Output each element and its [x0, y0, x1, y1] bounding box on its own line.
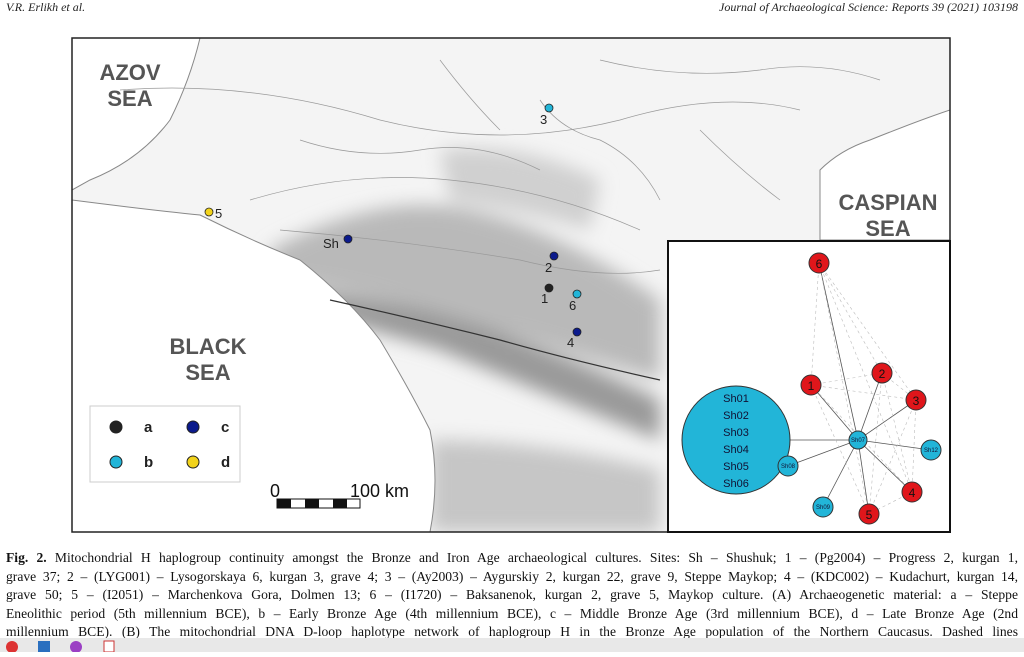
haplotype-node: [920, 439, 942, 461]
dashed-edge: [868, 399, 917, 515]
haplotype-label: Sh09: [816, 505, 831, 511]
legend-label: c: [221, 419, 229, 436]
scale-bar: [276, 498, 361, 509]
network-edge: [857, 439, 932, 451]
sea-label: SEA: [185, 360, 230, 385]
site-label: 3: [540, 112, 547, 127]
haplotype-label: Sh06: [723, 478, 749, 490]
ancient-node: [808, 252, 830, 274]
caption-line: Fig. 2. Mitochondrial H haplogroup conti…: [6, 549, 1018, 568]
dashed-edge: [818, 262, 917, 401]
ancient-label: 1: [808, 379, 815, 393]
caption-text: grave 37; 2 – (LYG001) – Lysogorskaya 6,…: [6, 568, 1018, 584]
figure-caption: Fig. 2. Mitochondrial H haplogroup conti…: [6, 549, 1018, 642]
site-label: 1: [541, 291, 548, 306]
network-edge: [857, 439, 913, 493]
site-label: 6: [569, 298, 576, 313]
caption-text: Mitochondrial H haplogroup continuity am…: [54, 550, 1018, 565]
site-marker: [572, 289, 582, 299]
dashed-edge: [818, 262, 913, 493]
legend-marker: [186, 455, 200, 469]
browser-icon[interactable]: [6, 641, 18, 653]
network-edge: [810, 384, 859, 441]
scale-end: 100 km: [350, 481, 409, 501]
network-edge: [857, 372, 883, 441]
dashed-edge: [818, 262, 870, 515]
sea-label: BLACK: [170, 334, 247, 359]
haplotype-node: [777, 455, 799, 477]
haplotype-node: [812, 496, 834, 518]
ancient-node: [800, 374, 822, 396]
dashed-edge: [881, 372, 913, 493]
dashed-edge: [810, 372, 883, 386]
site-marker: [544, 283, 554, 293]
site-marker: [549, 251, 559, 261]
site-label: 5: [215, 206, 222, 221]
ancient-node: [905, 389, 927, 411]
site-label: 2: [545, 260, 552, 275]
network-edge: [818, 262, 859, 441]
ancient-label: 6: [816, 257, 823, 271]
site-label: 4: [567, 335, 574, 350]
sea-label: AZOV: [99, 60, 160, 85]
legend-marker: [109, 455, 123, 469]
scale-start: 0: [270, 481, 280, 501]
running-author: V.R. Erlikh et al.: [6, 0, 86, 14]
caption-line: Eneolithic period (5th millennium BCE), …: [6, 605, 1018, 624]
network-edge: [787, 439, 859, 467]
legend-label: d: [221, 454, 230, 471]
ancient-node: [858, 503, 880, 525]
site-marker: [572, 327, 582, 337]
caption-label: Fig. 2.: [6, 550, 47, 565]
sea-label: SEA: [865, 216, 910, 241]
caption-text: Eneolithic period (5th millennium BCE), …: [6, 605, 1018, 621]
ancient-node: [901, 481, 923, 503]
sea-label: CASPIAN: [838, 190, 937, 215]
taskbar: [0, 638, 1024, 653]
haplotype-label: Sh04: [723, 444, 749, 456]
legend-marker: [109, 420, 123, 434]
haplotype-label: Sh03: [723, 427, 749, 439]
ancient-node: [871, 362, 893, 384]
photos-icon[interactable]: [38, 641, 50, 652]
legend-box: [89, 405, 241, 483]
dashed-edge: [810, 262, 820, 386]
app-icon[interactable]: [70, 641, 82, 653]
caption-text: millennium BCE). (B) The mitochondrial D…: [6, 624, 1018, 640]
haplotype-label: Sh05: [723, 461, 749, 473]
caption-text: grave 50; 5 – (I2051) – Marchenkova Gora…: [6, 587, 1018, 603]
sea-label: SEA: [107, 86, 152, 111]
haplotype-label: Sh12: [924, 448, 939, 454]
ancient-label: 3: [913, 394, 920, 408]
site-label: Sh: [323, 236, 339, 251]
taskbar-icons: [6, 640, 115, 653]
haplotype-label: Sh07: [851, 438, 866, 444]
haplotype-node: [848, 430, 868, 450]
ancient-label: 4: [909, 486, 916, 500]
caption-line: millennium BCE). (B) The mitochondrial D…: [6, 623, 1018, 642]
caption-line: grave 37; 2 – (LYG001) – Lysogorskaya 6,…: [6, 568, 1018, 587]
haplotype-label: Sh02: [723, 410, 749, 422]
ancient-label: 5: [866, 508, 873, 522]
legend-label: b: [144, 454, 153, 471]
network-edge: [822, 439, 859, 508]
pdf-icon[interactable]: [103, 640, 115, 653]
legend-label: a: [144, 419, 153, 436]
haplotype-label: Sh01: [723, 393, 749, 405]
running-journal: Journal of Archaeological Science: Repor…: [719, 0, 1018, 14]
ancient-label: 2: [879, 367, 886, 381]
site-marker: [343, 234, 353, 244]
network-edge: [857, 439, 870, 515]
haplotype-cluster: [681, 385, 791, 495]
site-marker: [544, 103, 554, 113]
caption-line: grave 50; 5 – (I2051) – Marchenkova Gora…: [6, 586, 1018, 605]
site-marker: [204, 207, 214, 217]
network-edge: [857, 399, 917, 441]
haplotype-label: Sh08: [781, 464, 796, 470]
legend-marker: [186, 420, 200, 434]
